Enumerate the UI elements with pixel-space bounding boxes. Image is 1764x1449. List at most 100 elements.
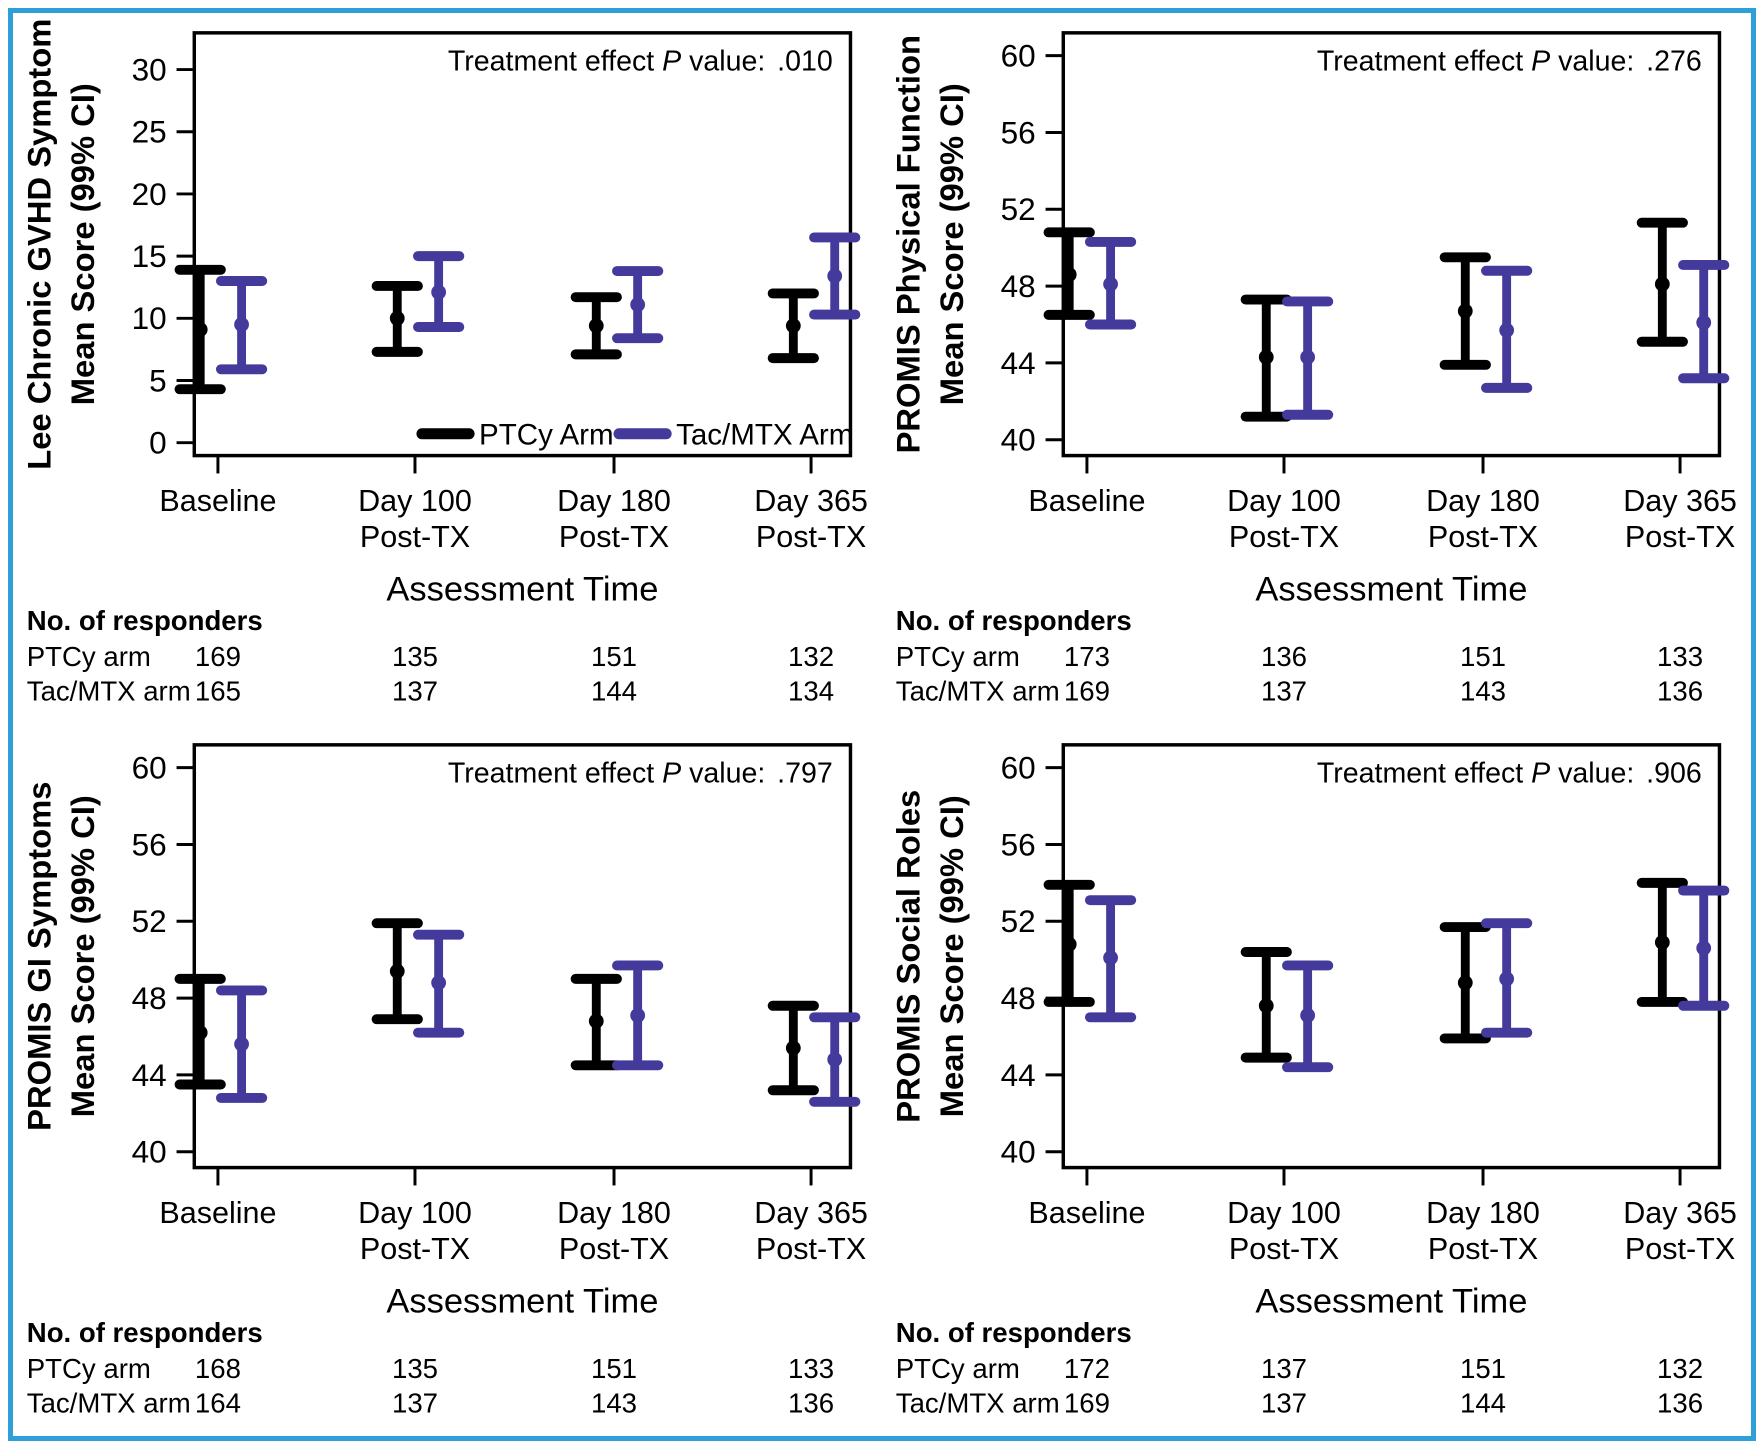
mean-point — [1696, 940, 1712, 956]
error-bar-ptcy-baseline — [1043, 879, 1095, 1007]
p-value: .010 — [777, 45, 833, 77]
responder-count: 169 — [1064, 676, 1110, 707]
x-category-label: Day 180 — [1426, 1196, 1540, 1230]
responder-count: 151 — [1460, 1352, 1506, 1383]
y-tick-label: 52 — [1001, 903, 1036, 939]
x-category-label: Day 100 — [1227, 1196, 1341, 1230]
x-category-label: Baseline — [1028, 484, 1145, 518]
x-category-label: Post-TX — [559, 1231, 669, 1265]
error-bar-ptcy-day-180-post-tx — [570, 973, 622, 1070]
responder-count: 151 — [591, 641, 637, 672]
mean-point — [1499, 970, 1515, 986]
panel-promis-gi-symptoms: 40 44 48 52 56 60 PROMIS GI Symptoms Mean Score… — [13, 725, 882, 1437]
error-bar-ptcy-day-365-post-tx — [1636, 877, 1688, 1007]
error-bar-ptcy-day-100-post-tx — [1240, 946, 1292, 1063]
responder-count: 143 — [1460, 676, 1506, 707]
mean-point — [234, 317, 249, 332]
p-value: .797 — [777, 757, 833, 789]
plot-border — [192, 31, 853, 458]
y-tick-label: 44 — [1001, 1056, 1036, 1092]
responder-count: 137 — [1261, 1387, 1307, 1418]
error-bar-ptcy-day-180-post-tx — [1439, 921, 1491, 1043]
responder-count: 151 — [1460, 641, 1506, 672]
x-axis-title: Assessment Time — [386, 570, 658, 608]
x-category-label: Post-TX — [1428, 520, 1538, 554]
p-value-annotation: Treatment effect P value: .797 — [448, 757, 833, 789]
responder-count: 135 — [392, 641, 438, 672]
responders-row-label: Tac/MTX arm — [896, 1387, 1060, 1418]
responders-header: No. of responders — [27, 605, 263, 636]
responder-count: 137 — [392, 676, 438, 707]
error-bar-ptcy-day-100-post-tx — [1240, 294, 1292, 422]
error-bar-tacmtx-baseline — [1084, 894, 1137, 1022]
y-axis-title: PROMIS Physical Function — [890, 35, 927, 453]
promis-physical-function-chart: 40 44 48 52 56 60 PROMIS Physical Function Mean… — [890, 31, 1737, 707]
mean-point — [785, 318, 801, 334]
y-tick-label: 48 — [132, 979, 167, 1015]
y-tick-label: 44 — [1001, 345, 1036, 381]
responder-count: 137 — [1261, 676, 1307, 707]
x-category-label: Post-TX — [1625, 1231, 1735, 1265]
y-axis-title: Mean Score (99% CI) — [933, 795, 970, 1117]
x-category-label: Post-TX — [1625, 520, 1735, 554]
mean-point — [234, 1036, 249, 1052]
x-category-label: Baseline — [1028, 1196, 1145, 1230]
mean-point — [827, 1051, 843, 1067]
x-category-label: Post-TX — [756, 1231, 866, 1265]
y-tick-label: 0 — [149, 424, 167, 460]
error-bar-tacmtx-day-180-post-tx — [1481, 265, 1533, 393]
y-tick-label: 60 — [1001, 37, 1036, 73]
x-category-label: Day 100 — [358, 1196, 472, 1230]
mean-point — [1696, 315, 1712, 331]
responder-count: 168 — [195, 1352, 241, 1383]
y-axis-title: Mean Score (99% CI) — [64, 83, 101, 405]
y-tick-label: 60 — [1001, 749, 1036, 785]
error-bar-ptcy-day-180-post-tx — [570, 292, 622, 360]
responder-count: 132 — [1657, 1352, 1703, 1383]
responder-count: 172 — [1064, 1352, 1110, 1383]
p-value-annotation: Treatment effect P value: .010 — [448, 45, 833, 77]
mean-point — [1258, 997, 1274, 1013]
x-category-label: Day 365 — [754, 484, 868, 518]
mean-point — [431, 974, 447, 990]
x-category-label: Post-TX — [756, 520, 866, 554]
x-category-label: Baseline — [159, 1196, 276, 1230]
mean-point — [1061, 267, 1077, 283]
y-tick-label: 15 — [132, 238, 167, 274]
y-tick-label: 20 — [132, 176, 167, 212]
x-category-label: Post-TX — [360, 520, 470, 554]
mean-point — [192, 1024, 208, 1040]
y-tick-label: 10 — [132, 300, 167, 336]
y-tick-label: 44 — [132, 1056, 167, 1092]
y-tick-label: 30 — [132, 51, 167, 87]
error-bar-ptcy-day-100-post-tx — [371, 917, 423, 1024]
error-bar-tacmtx-baseline — [215, 984, 268, 1103]
mean-point — [588, 318, 604, 334]
responder-count: 136 — [1261, 641, 1307, 672]
error-bar-ptcy-day-365-post-tx — [767, 1000, 819, 1095]
mean-point — [1654, 934, 1670, 950]
panel-promis-physical-function: 40 44 48 52 56 60 PROMIS Physical Function Mean… — [882, 13, 1751, 725]
plot-border — [1061, 742, 1722, 1169]
responder-count: 137 — [392, 1387, 438, 1418]
mean-point — [389, 963, 405, 979]
mean-point — [630, 1007, 646, 1023]
error-bar-tacmtx-baseline — [1084, 236, 1137, 330]
responder-count: 136 — [1657, 1387, 1703, 1418]
responders-row-label: Tac/MTX arm — [896, 676, 1060, 707]
x-category-label: Day 100 — [358, 484, 472, 518]
mean-point — [389, 310, 405, 326]
responder-count: 143 — [591, 1387, 637, 1418]
x-axis-title: Assessment Time — [386, 1282, 658, 1320]
panel-lee-gvhd-symptom: 0 5 10 15 20 25 30 Lee Chronic GVHD Symptom Mean… — [13, 13, 882, 725]
x-category-label: Day 180 — [1426, 484, 1540, 518]
mean-point — [785, 1040, 801, 1055]
error-bar-ptcy-baseline — [174, 264, 226, 395]
x-category-label: Day 365 — [1623, 484, 1737, 518]
error-bar-tacmtx-day-365-post-tx — [809, 1011, 861, 1107]
x-category-label: Post-TX — [559, 520, 669, 554]
lee-gvhd-symptom-chart: 0 5 10 15 20 25 30 Lee Chronic GVHD Symptom Mean… — [21, 19, 868, 707]
y-tick-label: 40 — [1001, 422, 1036, 458]
y-tick-label: 25 — [132, 114, 167, 150]
x-category-label: Day 365 — [754, 1196, 868, 1230]
